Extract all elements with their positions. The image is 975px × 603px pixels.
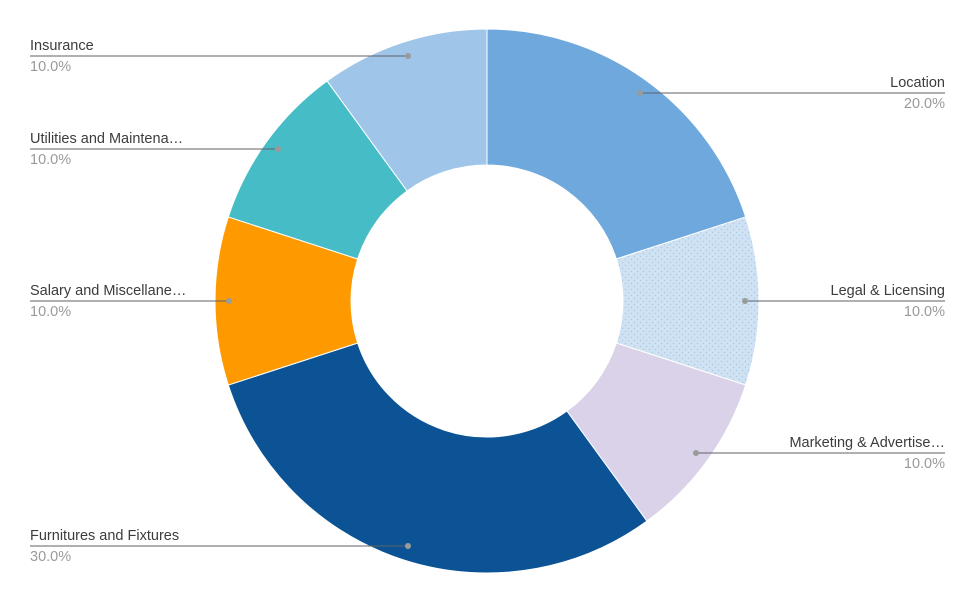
leader-dot-utilities-and-maintena	[275, 146, 281, 152]
slice-location[interactable]	[486, 28, 747, 260]
slice-percent-utilities-and-maintena: 10.0%	[30, 152, 71, 168]
leader-dot-location	[637, 90, 643, 96]
slice-percent-location: 20.0%	[904, 96, 945, 112]
slice-percent-legal-licensing: 10.0%	[904, 304, 945, 320]
slice-percent-furnitures-and-fixtures: 30.0%	[30, 549, 71, 565]
slice-furnitures-and-fixtures[interactable]	[227, 342, 648, 574]
leader-dot-marketing-advertise	[693, 450, 699, 456]
slice-label-insurance: Insurance	[30, 38, 94, 54]
leader-dot-furnitures-and-fixtures	[405, 543, 411, 549]
slice-percent-insurance: 10.0%	[30, 59, 71, 75]
slice-percent-salary-and-miscellane: 10.0%	[30, 304, 71, 320]
slice-label-location: Location	[890, 75, 945, 91]
slice-label-utilities-and-maintena: Utilities and Maintena…	[30, 131, 183, 147]
slice-label-salary-and-miscellane: Salary and Miscellane…	[30, 283, 186, 299]
slice-label-legal-licensing: Legal & Licensing	[831, 283, 945, 299]
slice-label-marketing-advertise: Marketing & Advertise…	[789, 435, 945, 451]
slices-group	[214, 28, 760, 574]
labels-group: Location 20.0% Legal & Licensing 10.0% Marke…	[30, 38, 945, 565]
leader-dot-legal-licensing	[742, 298, 748, 304]
slice-label-furnitures-and-fixtures: Furnitures and Fixtures	[30, 528, 179, 544]
slice-percent-marketing-advertise: 10.0%	[904, 456, 945, 472]
leader-dot-salary-and-miscellane	[226, 298, 232, 304]
leader-dot-insurance	[405, 53, 411, 59]
